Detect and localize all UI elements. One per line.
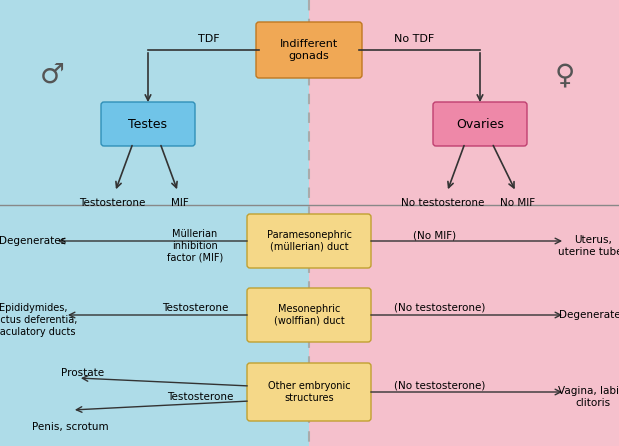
Bar [309,0,619,205]
Text: Testosterone: Testosterone [167,392,233,402]
Text: (No testosterone): (No testosterone) [394,303,486,313]
FancyBboxPatch shape [256,22,362,78]
Text: TDF: TDF [197,34,219,44]
Text: (No testosterone): (No testosterone) [394,380,486,390]
Text: Testosterone: Testosterone [79,198,145,208]
Text: MIF: MIF [171,198,189,208]
Text: Penis, scrotum: Penis, scrotum [32,422,108,432]
Text: Testes: Testes [129,117,168,131]
FancyBboxPatch shape [247,363,371,421]
FancyBboxPatch shape [433,102,527,146]
Text: Testosterone: Testosterone [162,303,228,313]
FancyBboxPatch shape [247,214,371,268]
Text: Paramesonephric
(müllerian) duct: Paramesonephric (müllerian) duct [267,230,352,252]
Text: Degenerates: Degenerates [0,236,67,246]
Text: Prostate: Prostate [61,368,105,378]
FancyBboxPatch shape [247,288,371,342]
Text: Degenerates: Degenerates [560,310,619,320]
Text: Other embryonic
structures: Other embryonic structures [267,381,350,403]
FancyBboxPatch shape [101,102,195,146]
Text: Mesonephric
(wolffian) duct: Mesonephric (wolffian) duct [274,304,344,326]
Bar [0,205,309,446]
Text: Uterus,
uterine tubes: Uterus, uterine tubes [558,235,619,257]
Text: No TDF: No TDF [394,34,435,44]
Text: ♀: ♀ [555,61,575,89]
Text: Epididymides,
ductus deferentia,
ejaculatory ducts: Epididymides, ductus deferentia, ejacula… [0,303,78,337]
Text: (No MIF): (No MIF) [413,230,457,240]
Text: Indifferent
gonads: Indifferent gonads [280,39,338,61]
Text: No testosterone: No testosterone [401,198,485,208]
Text: Vagina, labia,
clitoris: Vagina, labia, clitoris [558,386,619,408]
Text: Müllerian
inhibition
factor (MIF): Müllerian inhibition factor (MIF) [167,229,223,262]
Text: No MIF: No MIF [500,198,535,208]
Bar [309,205,619,446]
Text: ♂: ♂ [40,61,64,89]
Bar [0,0,309,205]
Text: Ovaries: Ovaries [456,117,504,131]
